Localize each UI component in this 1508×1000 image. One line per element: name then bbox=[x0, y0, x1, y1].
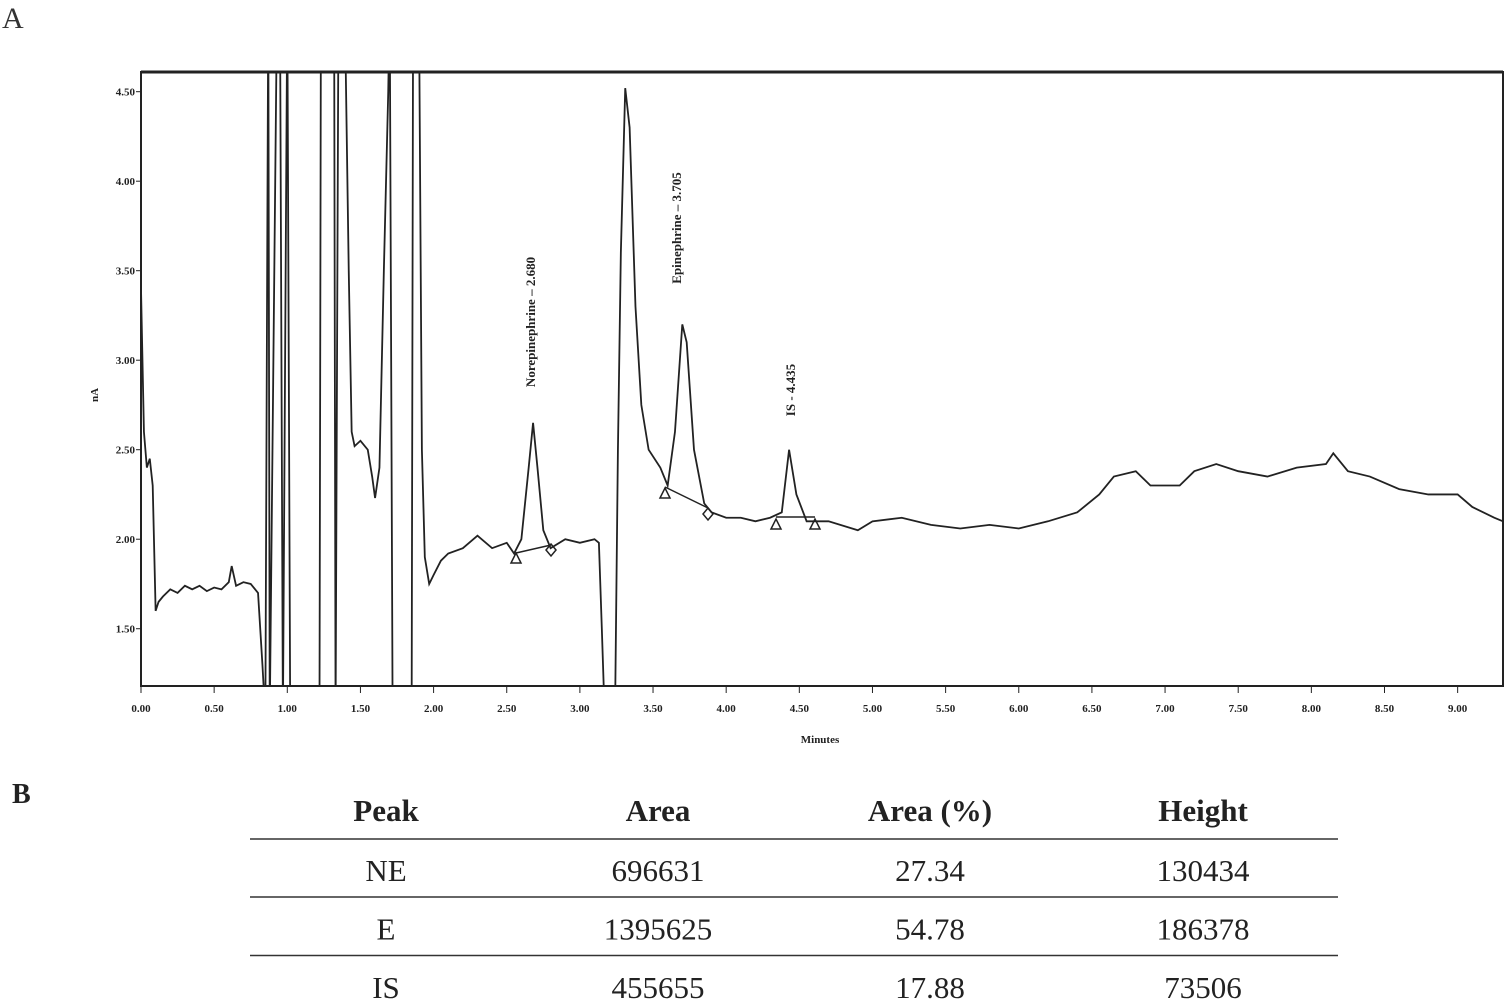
table-header: Area bbox=[626, 793, 691, 828]
y-tick-label: 3.50 bbox=[116, 266, 136, 278]
x-tick-label: 3.00 bbox=[570, 703, 590, 715]
table-cell: 27.34 bbox=[895, 853, 965, 888]
table-header: Height bbox=[1158, 793, 1248, 828]
table-cell: 1395625 bbox=[604, 912, 713, 947]
x-tick-label: 1.00 bbox=[278, 703, 298, 715]
integration-baselines bbox=[509, 486, 822, 564]
x-tick-label: 2.00 bbox=[424, 703, 444, 715]
y-tick-label: 2.50 bbox=[116, 445, 136, 457]
x-tick-label: 2.50 bbox=[497, 703, 517, 715]
x-tick-label: 0.50 bbox=[205, 703, 225, 715]
table-cell: 17.88 bbox=[895, 970, 965, 1000]
peak-annotation: Norepinephrine – 2.680 bbox=[523, 257, 538, 387]
x-tick-label: 7.00 bbox=[1155, 703, 1175, 715]
x-tick-label: 0.00 bbox=[131, 703, 151, 715]
table-cell: NE bbox=[365, 853, 406, 888]
x-tick-label: 1.50 bbox=[351, 703, 371, 715]
y-tick-label: 2.00 bbox=[116, 534, 136, 546]
peak-annotation: IS - 4.435 bbox=[783, 363, 798, 416]
y-tick-label: 4.50 bbox=[116, 87, 136, 99]
y-tick-label: 4.00 bbox=[116, 176, 136, 188]
x-tick-label: 6.00 bbox=[1009, 703, 1029, 715]
chart: 1.50 2.00 2.50 3.00 3.50 4.00 4.50 0.00 0.50 1.00… bbox=[116, 72, 1503, 715]
panel-label: B bbox=[12, 779, 31, 810]
x-tick-label: 4.00 bbox=[717, 703, 737, 715]
x-tick-label: 9.00 bbox=[1448, 703, 1468, 715]
x-axis-label: Minutes bbox=[801, 734, 840, 746]
table-cell: 696631 bbox=[612, 853, 705, 888]
y-axis-label: nA bbox=[89, 388, 101, 402]
data-table: Peak Area Area (%) Height NE 696631 27.34 13043… bbox=[250, 793, 1338, 1000]
table-cell: 130434 bbox=[1157, 853, 1251, 888]
x-tick-label: 3.50 bbox=[643, 703, 663, 715]
x-tick-label: 5.00 bbox=[863, 703, 883, 715]
table-cell: 54.78 bbox=[895, 912, 965, 947]
table-cell: E bbox=[377, 912, 396, 947]
x-tick-label: 6.50 bbox=[1082, 703, 1102, 715]
x-tick-label: 5.50 bbox=[936, 703, 956, 715]
trace-line bbox=[141, 72, 1503, 686]
table-cell: IS bbox=[372, 970, 400, 1000]
x-tick-label: 8.00 bbox=[1302, 703, 1322, 715]
table-cell: 455655 bbox=[612, 970, 705, 1000]
peak-annotation: Epinephrine – 3.705 bbox=[669, 172, 684, 284]
plot-frame bbox=[140, 71, 1504, 687]
table-cell: 186378 bbox=[1157, 912, 1250, 947]
y-tick-label: 3.00 bbox=[116, 355, 136, 367]
table-header: Peak bbox=[353, 793, 419, 828]
x-tick-label: 4.50 bbox=[790, 703, 810, 715]
x-tick-label: 7.50 bbox=[1229, 703, 1249, 715]
panel-label: A bbox=[2, 2, 24, 35]
y-tick-label: 1.50 bbox=[116, 624, 136, 636]
table-cell: 73506 bbox=[1164, 970, 1242, 1000]
x-tick-label: 8.50 bbox=[1375, 703, 1395, 715]
table-header: Area (%) bbox=[868, 793, 992, 828]
